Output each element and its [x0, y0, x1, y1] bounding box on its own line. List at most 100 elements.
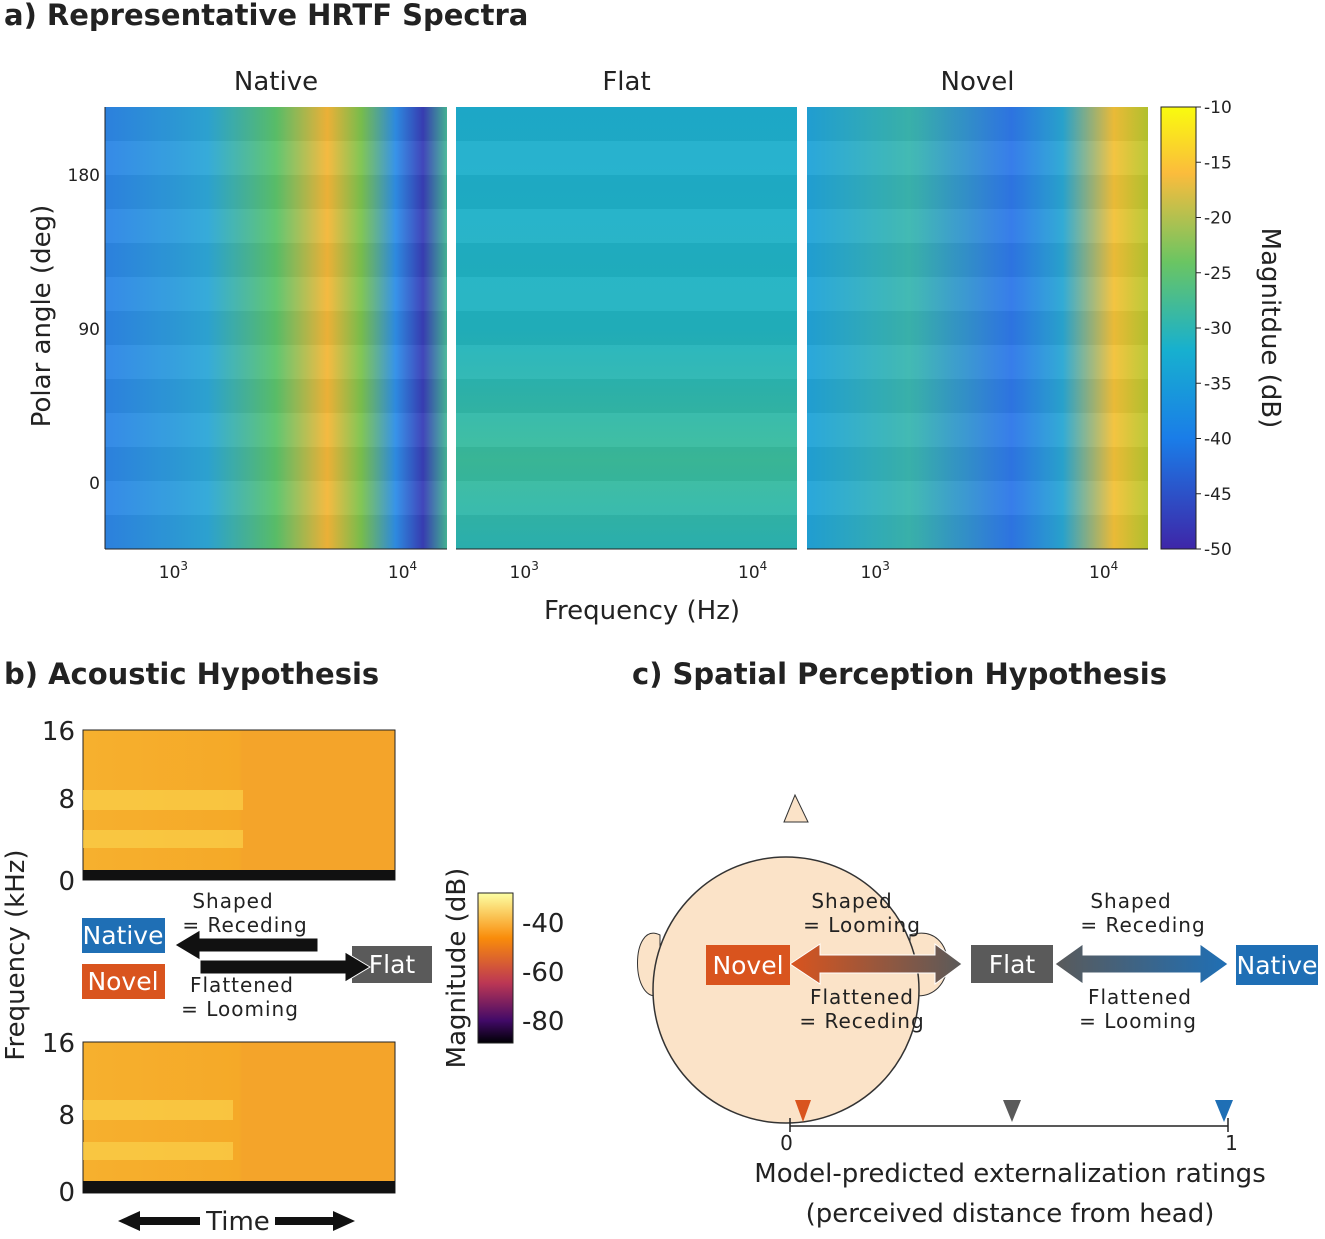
heatmap-row [456, 447, 797, 481]
x-label: Frequency (Hz) [544, 596, 740, 626]
colorbar-tick-label: -10 [1204, 98, 1232, 118]
box [971, 945, 1053, 983]
panel-title: b) Acoustic Hypothesis [4, 657, 379, 691]
heatmap-row [456, 107, 797, 141]
colorbar-tick-label: -40 [1204, 430, 1232, 450]
tick-base: 10 [738, 563, 760, 583]
heatmap-row [807, 515, 1148, 549]
y-label: Frequency (kHz) [1, 849, 31, 1060]
colorbar-label: Magnitdue (dB) [1255, 228, 1285, 429]
heatmap [456, 107, 797, 549]
heatmap-row [105, 447, 447, 481]
heatmap-row [456, 345, 797, 379]
heatmap-row [807, 345, 1148, 379]
heatmap-row [807, 175, 1148, 209]
heatmap-row [807, 107, 1148, 141]
tick-base: 10 [861, 563, 883, 583]
x-tick-label: 104 [738, 559, 767, 583]
colorbar-tick-label: -50 [1204, 540, 1232, 560]
y-tick-label: 16 [42, 1029, 75, 1059]
box [1236, 945, 1318, 985]
box [82, 964, 165, 999]
colorbar-tick-label: -80 [522, 1007, 564, 1037]
colorbar-tick-label: -40 [522, 909, 564, 939]
colorbar-tick-label: -60 [522, 958, 564, 988]
box-label: Novel [87, 967, 158, 996]
arrow-label: Shaped [1090, 889, 1171, 913]
heatmap-row [105, 413, 447, 447]
tick-base: 10 [159, 563, 181, 583]
heatmap-row [456, 175, 797, 209]
heatmap-row [456, 379, 797, 413]
panel-title: c) Spatial Perception Hypothesis [632, 657, 1167, 691]
y-tick-label: 0 [58, 867, 75, 897]
heatmap-row [807, 379, 1148, 413]
heatmap-row [456, 481, 797, 515]
tick-exponent: 4 [410, 559, 418, 573]
heatmap-row [807, 481, 1148, 515]
box-label: Novel [712, 951, 783, 980]
tick-exponent: 4 [760, 559, 768, 573]
colorbar-tick-label: -25 [1204, 264, 1232, 284]
x-tick-label: 103 [510, 559, 539, 583]
heatmap-row [456, 515, 797, 549]
arrow-label: Flattened [810, 985, 914, 1009]
heatmap-row [105, 107, 447, 141]
arrow-label: Shaped [192, 889, 273, 913]
heatmap-row [105, 243, 447, 277]
y-tick-label: 8 [58, 785, 75, 815]
x-tick-label: 104 [388, 559, 417, 583]
arrow-label: = Looming [181, 997, 299, 1021]
heatmap-row [105, 209, 447, 243]
tick-base: 10 [388, 563, 410, 583]
arrow-label: = Receding [1080, 913, 1205, 937]
colorbar-tick-label: -35 [1204, 374, 1232, 394]
heatmap-row [807, 243, 1148, 277]
spectrogram [82, 1041, 396, 1194]
x-label: Time [205, 1207, 270, 1237]
x-tick-label: 103 [861, 559, 890, 583]
box-label: Flat [989, 950, 1036, 979]
heatmap-row [456, 209, 797, 243]
heatmap [105, 107, 447, 549]
y-tick-label: 16 [42, 717, 75, 747]
panel-title: a) Representative HRTF Spectra [4, 0, 528, 32]
heatmap-row [456, 277, 797, 311]
subplot-title: Flat [602, 67, 650, 97]
y-tick-label: 180 [68, 166, 100, 186]
arrow-label: = Looming [803, 913, 921, 937]
axis-tick-label: 1 [1225, 1131, 1239, 1155]
arrow-label: Shaped [811, 889, 892, 913]
heatmap-row [807, 413, 1148, 447]
heatmap-row [456, 311, 797, 345]
heatmap-row [105, 141, 447, 175]
heatmap-row [105, 277, 447, 311]
heatmap-row [105, 481, 447, 515]
y-tick-label: 0 [89, 474, 100, 494]
arrow [174, 929, 319, 961]
arrow-label: = Receding [799, 1009, 924, 1033]
colorbar-label: Magnitude (dB) [442, 868, 472, 1069]
colorbar [1160, 106, 1197, 550]
tick-base: 10 [510, 563, 532, 583]
tick-exponent: 3 [882, 559, 890, 573]
heatmap-row [807, 311, 1148, 345]
axis-tick-label: 0 [780, 1131, 794, 1155]
colorbar-tick-label: -30 [1204, 319, 1232, 339]
heatmap-row [105, 311, 447, 345]
tick-exponent: 4 [1111, 559, 1119, 573]
tick-exponent: 3 [180, 559, 188, 573]
box-label: Native [83, 921, 164, 950]
box-label: Flat [369, 950, 416, 979]
heatmap-row [105, 175, 447, 209]
colorbar-ticks: -10 -15 -20 -25 -30 -35 -40 -45 -50 [1196, 98, 1232, 560]
colorbar [477, 892, 514, 1044]
heatmap-row [105, 379, 447, 413]
time-arrow [118, 1211, 355, 1231]
box [706, 945, 790, 985]
heatmap-row [807, 209, 1148, 243]
arrow-label: Flattened [190, 973, 294, 997]
arrow-label: Flattened [1088, 985, 1192, 1009]
